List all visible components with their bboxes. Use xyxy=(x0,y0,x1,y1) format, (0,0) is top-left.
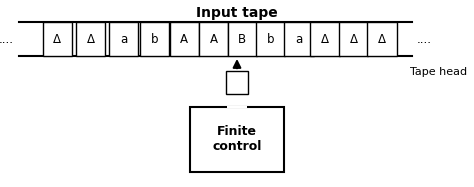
Text: Tape head: Tape head xyxy=(410,67,467,77)
Bar xyxy=(226,71,248,94)
Bar xyxy=(256,22,285,56)
Bar xyxy=(284,22,314,56)
Bar xyxy=(228,22,257,56)
Bar xyxy=(190,107,284,172)
Text: Finite
control: Finite control xyxy=(212,125,262,153)
Text: Δ: Δ xyxy=(378,33,386,46)
Bar xyxy=(43,22,72,56)
Text: B: B xyxy=(238,33,246,46)
Text: ....: .... xyxy=(417,33,432,46)
Text: a: a xyxy=(120,33,128,46)
Text: Δ: Δ xyxy=(54,33,61,46)
Text: Input tape: Input tape xyxy=(196,6,278,20)
Text: a: a xyxy=(295,33,303,46)
Bar xyxy=(199,22,228,56)
Text: A: A xyxy=(181,33,188,46)
Bar xyxy=(339,22,368,56)
Bar xyxy=(310,22,340,56)
Bar xyxy=(109,22,138,56)
Bar xyxy=(367,22,397,56)
Text: b: b xyxy=(267,33,274,46)
Bar xyxy=(227,106,247,108)
Text: ....: .... xyxy=(0,33,14,46)
Text: Δ: Δ xyxy=(87,33,94,46)
Bar xyxy=(170,22,199,56)
Bar xyxy=(76,22,105,56)
Text: Δ: Δ xyxy=(350,33,357,46)
Text: b: b xyxy=(151,33,158,46)
Bar xyxy=(140,22,169,56)
Text: A: A xyxy=(210,33,218,46)
Text: Δ: Δ xyxy=(321,33,329,46)
